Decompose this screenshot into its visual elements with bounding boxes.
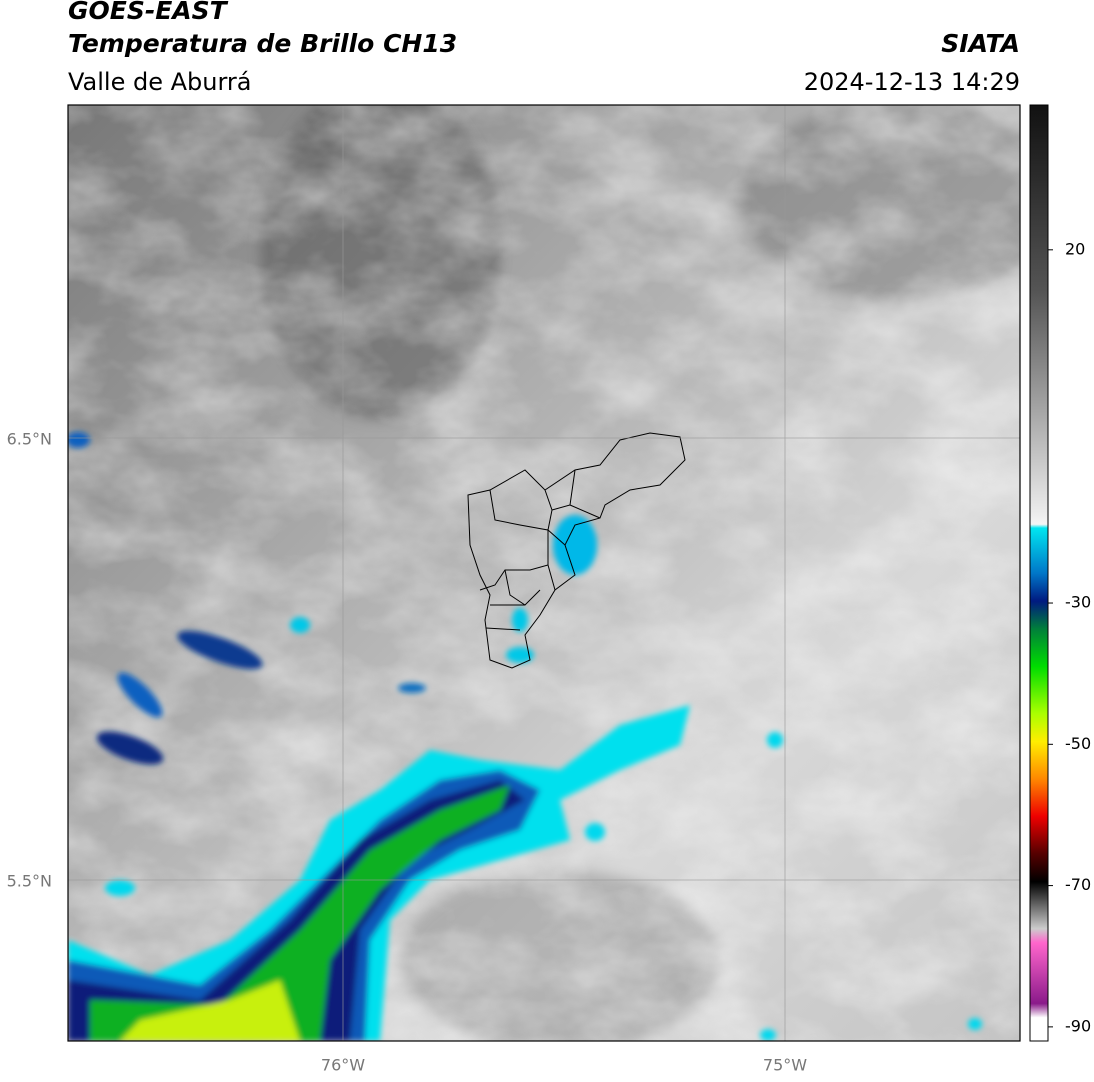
lat-label: 5.5°N bbox=[7, 872, 52, 891]
colorbar-tick-label: -70 bbox=[1065, 875, 1091, 894]
colorbar-tick-label: -50 bbox=[1065, 734, 1091, 753]
source: SIATA bbox=[941, 29, 1020, 58]
region: Valle de Aburrá bbox=[68, 68, 252, 96]
colorbar-tick-label: -30 bbox=[1065, 593, 1091, 612]
map-image bbox=[68, 105, 1020, 1041]
subtitle: Temperatura de Brillo CH13 bbox=[68, 29, 457, 58]
municipality-boundaries bbox=[467, 432, 686, 669]
colorbar-tick-label: -90 bbox=[1065, 1016, 1091, 1035]
colorbar-tick-label: 20 bbox=[1065, 239, 1085, 258]
colorbar bbox=[1029, 104, 1049, 1042]
map-frame bbox=[67, 104, 1021, 1042]
lon-label: 76°W bbox=[321, 1056, 365, 1075]
lat-label: 6.5°N bbox=[7, 430, 52, 449]
datetime: 2024-12-13 14:29 bbox=[804, 68, 1020, 96]
title: GOES-EAST bbox=[68, 0, 229, 25]
graticule bbox=[68, 105, 1020, 1041]
lon-label: 75°W bbox=[763, 1056, 807, 1075]
